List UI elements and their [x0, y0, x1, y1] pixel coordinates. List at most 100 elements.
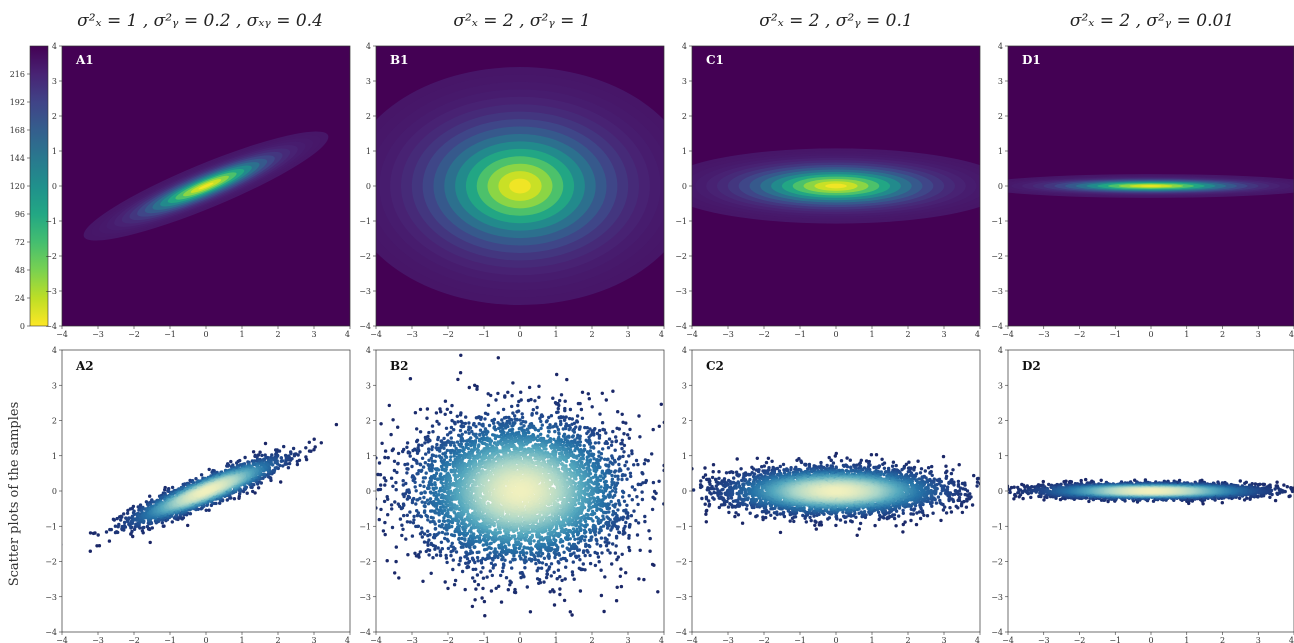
scatter-point	[440, 547, 444, 551]
scatter-point	[88, 549, 93, 553]
scatter-point	[594, 461, 598, 465]
scatter-point	[488, 569, 492, 573]
scatter-point	[88, 531, 93, 535]
scatter-point	[537, 395, 541, 399]
scatter-point	[483, 427, 488, 431]
scatter-point	[619, 442, 623, 446]
density-contours	[692, 148, 980, 224]
scatter-point	[281, 464, 285, 468]
scatter-point	[609, 499, 613, 504]
scatter-point	[577, 453, 581, 458]
scatter-point	[439, 456, 444, 460]
scatter-point	[510, 404, 514, 409]
scatter-A2-ytick-label: 0	[52, 487, 57, 496]
scatter-point	[451, 545, 455, 549]
scatter-point	[199, 473, 204, 477]
scatter-point	[440, 530, 445, 535]
scatter-point	[626, 467, 630, 471]
scatter-point	[602, 609, 606, 614]
scatter-point	[431, 516, 435, 520]
scatter-point	[563, 437, 567, 442]
scatter-point	[601, 494, 606, 498]
scatter-point	[627, 548, 632, 553]
scatter-point	[279, 456, 283, 460]
scatter-point	[610, 482, 614, 487]
scatter-point	[540, 423, 544, 427]
scatter-point	[446, 510, 450, 515]
scatter-point	[567, 528, 571, 533]
scatter-point	[567, 416, 572, 421]
scatter-point	[598, 507, 602, 511]
scatter-point	[95, 544, 99, 548]
scatter-point	[627, 494, 631, 498]
scatter-point	[496, 356, 500, 360]
scatter-point	[394, 545, 398, 549]
scatter-point	[558, 419, 563, 424]
scatter-point	[412, 496, 416, 501]
scatter-point	[420, 530, 424, 534]
heatmap-C1-xtick-label: 1	[869, 330, 874, 339]
scatter-point	[445, 448, 450, 453]
scatter-point	[207, 467, 211, 472]
scatter-point	[412, 514, 416, 519]
scatter-point	[674, 487, 677, 490]
scatter-point	[567, 427, 571, 432]
scatter-point	[434, 486, 438, 490]
scatter-point	[437, 422, 441, 426]
scatter-point	[383, 455, 387, 460]
scatter-point	[114, 530, 119, 534]
scatter-point	[662, 468, 664, 473]
scatter-point	[407, 451, 412, 455]
scatter-point	[597, 428, 602, 433]
scatter-point	[445, 532, 450, 536]
heatmap-D1-xtick-label: −1	[1109, 330, 1121, 339]
scatter-point	[430, 483, 434, 487]
heatmap-C1-xtick-label: −1	[794, 330, 806, 339]
scatter-point	[376, 506, 378, 510]
scatter-point	[547, 552, 551, 556]
scatter-point	[218, 501, 222, 505]
scatter-A2-ytick-label: 3	[52, 381, 57, 390]
scatter-point	[389, 503, 394, 507]
scatter-A2-ytick-label: −2	[45, 558, 57, 567]
scatter-point	[619, 567, 623, 571]
scatter-point	[148, 540, 152, 545]
scatter-point	[465, 557, 470, 561]
scatter-point	[444, 556, 449, 560]
scatter-point	[528, 610, 533, 614]
heatmap-B1-ytick-label: −4	[359, 322, 371, 331]
scatter-point	[630, 498, 634, 502]
scatter-point	[606, 548, 610, 552]
scatter-point	[674, 477, 677, 480]
scatter-point	[126, 508, 130, 513]
scatter-point	[527, 430, 531, 435]
scatter-point	[620, 412, 624, 416]
heatmap-C1-ytick-label: 4	[682, 42, 687, 51]
scatter-point	[613, 517, 617, 521]
heatmap-A1-xtick-label: −1	[164, 330, 176, 339]
scatter-point	[559, 422, 563, 427]
scatter-point	[415, 439, 419, 444]
scatter-point	[503, 544, 507, 548]
scatter-point	[458, 455, 462, 460]
scatter-point	[194, 477, 198, 481]
scatter-point	[600, 471, 604, 475]
scatter-point	[494, 586, 498, 590]
scatter-point	[512, 543, 516, 547]
heatmap-C1-ytick-label: 1	[682, 147, 687, 156]
scatter-point	[307, 440, 311, 444]
scatter-point	[445, 433, 450, 437]
scatter-point	[536, 566, 541, 570]
scatter-point	[585, 458, 589, 462]
scatter-point	[542, 580, 546, 584]
scatter-point	[263, 441, 268, 446]
scatter-point	[243, 455, 247, 460]
scatter-point	[606, 541, 610, 545]
scatter-point	[603, 540, 607, 544]
scatter-point	[587, 538, 592, 543]
scatter-point	[460, 531, 464, 536]
scatter-point	[475, 387, 479, 391]
scatter-point	[427, 548, 432, 552]
